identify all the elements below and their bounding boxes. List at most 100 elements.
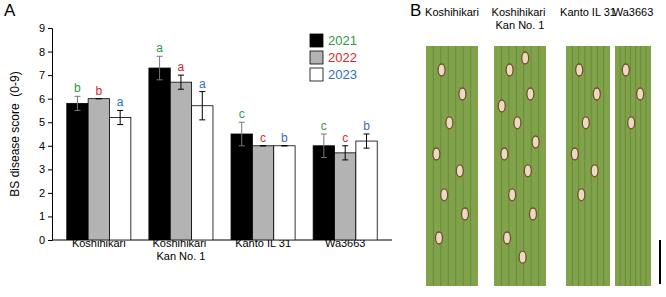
leaf-vein <box>538 46 539 286</box>
lesion <box>593 88 600 100</box>
bar <box>88 99 109 240</box>
leaf-vein <box>578 46 579 286</box>
y-axis: 0123456789 <box>39 22 53 246</box>
error-bar <box>178 75 184 89</box>
y-tick-mark <box>48 122 52 123</box>
significance-letter: b <box>95 84 102 98</box>
y-tick-mark <box>48 169 52 170</box>
lesion <box>436 232 443 244</box>
lesion <box>506 64 513 76</box>
legend-item: 2021 <box>310 33 357 48</box>
bar <box>335 153 356 240</box>
leaf-vein <box>603 46 604 286</box>
leaf <box>494 46 546 286</box>
leaf-vein <box>645 46 646 286</box>
y-tick: 0 <box>39 234 52 246</box>
lesion <box>578 189 585 201</box>
significance-letter: b <box>74 81 81 95</box>
lesion <box>522 52 529 64</box>
y-tick-mark <box>48 146 52 147</box>
legend-item: 2022 <box>310 50 357 65</box>
label-line: Kan No. 1 <box>156 250 205 262</box>
y-tick-mark <box>48 99 52 100</box>
leaf-vein <box>448 46 449 286</box>
error-bar <box>260 145 266 146</box>
leaf-vein <box>501 46 502 286</box>
legend-label: 2023 <box>328 67 357 82</box>
bar <box>252 146 273 240</box>
label-line: Koshihikari <box>492 6 549 18</box>
x-axis: KoshihikariKoshihikari Kan No. 1Kanto IL… <box>52 237 392 262</box>
lesion <box>628 117 635 129</box>
leaf-vein <box>620 46 621 286</box>
bar <box>231 134 252 240</box>
y-tick: 3 <box>39 163 52 175</box>
lesion <box>591 165 598 177</box>
y-tick: 8 <box>39 46 52 58</box>
lesion <box>509 189 516 201</box>
bar <box>356 141 377 240</box>
lesion <box>498 100 505 112</box>
legend-label: 2021 <box>328 33 357 48</box>
legend-label: 2022 <box>328 50 357 65</box>
bar <box>170 82 191 240</box>
leaf <box>615 46 651 286</box>
leaf <box>426 46 478 286</box>
lesion <box>441 189 448 201</box>
y-tick-label: 2 <box>39 187 45 199</box>
leaf-vein <box>591 46 592 286</box>
significance-letter: a <box>199 77 206 91</box>
y-tick-label: 4 <box>39 140 45 152</box>
significance-letter: c <box>321 119 327 133</box>
lesion <box>438 64 445 76</box>
series <box>88 75 356 240</box>
error-bar <box>117 110 123 124</box>
bar <box>313 146 334 240</box>
lesion <box>571 148 578 160</box>
lesion <box>527 88 534 100</box>
error-bar <box>239 122 245 146</box>
bar <box>192 106 213 240</box>
series <box>67 56 335 240</box>
y-tick: 5 <box>39 116 52 128</box>
y-tick-label: 6 <box>39 93 45 105</box>
y-tick-label: 3 <box>39 163 45 175</box>
leaf-caption: Koshihikari <box>425 6 479 18</box>
y-tick-mark <box>48 193 52 194</box>
leaf-vein <box>630 46 631 286</box>
lesion <box>514 117 521 129</box>
label-line: Kanto IL 31 <box>560 6 616 18</box>
error-bar <box>321 134 327 158</box>
y-tick: 4 <box>39 140 52 152</box>
y-tick: 7 <box>39 69 52 81</box>
y-tick-mark <box>48 75 52 76</box>
y-tick-label: 0 <box>39 234 45 246</box>
y-tick: 1 <box>39 210 52 222</box>
leaf-vein <box>531 46 532 286</box>
lesion <box>433 148 440 160</box>
leaf-vein <box>572 46 573 286</box>
panel-label: A <box>4 1 16 20</box>
legend-item: 2023 <box>310 67 357 82</box>
significance-letter: b <box>281 131 288 145</box>
significance-letter: c <box>342 131 348 145</box>
lesion <box>446 117 453 129</box>
leaf-vein <box>516 46 517 286</box>
bar <box>274 146 295 240</box>
y-axis-title: BS disease score (0-9) <box>8 71 22 196</box>
leaf-vein <box>635 46 636 286</box>
y-tick: 2 <box>39 187 52 199</box>
lesion <box>501 148 508 160</box>
leaf-vein <box>508 46 509 286</box>
leaf-caption: Wa3663 <box>613 6 654 18</box>
error-bar <box>74 96 80 110</box>
bar <box>149 68 170 240</box>
leaf-vein <box>523 46 524 286</box>
legend: 2021 2022 2023 <box>310 33 357 82</box>
y-tick-mark <box>48 28 52 29</box>
bar <box>109 118 130 240</box>
lesion <box>532 136 539 148</box>
error-bar <box>199 92 205 120</box>
legend-swatch <box>310 34 323 47</box>
leaf-vein <box>584 46 585 286</box>
